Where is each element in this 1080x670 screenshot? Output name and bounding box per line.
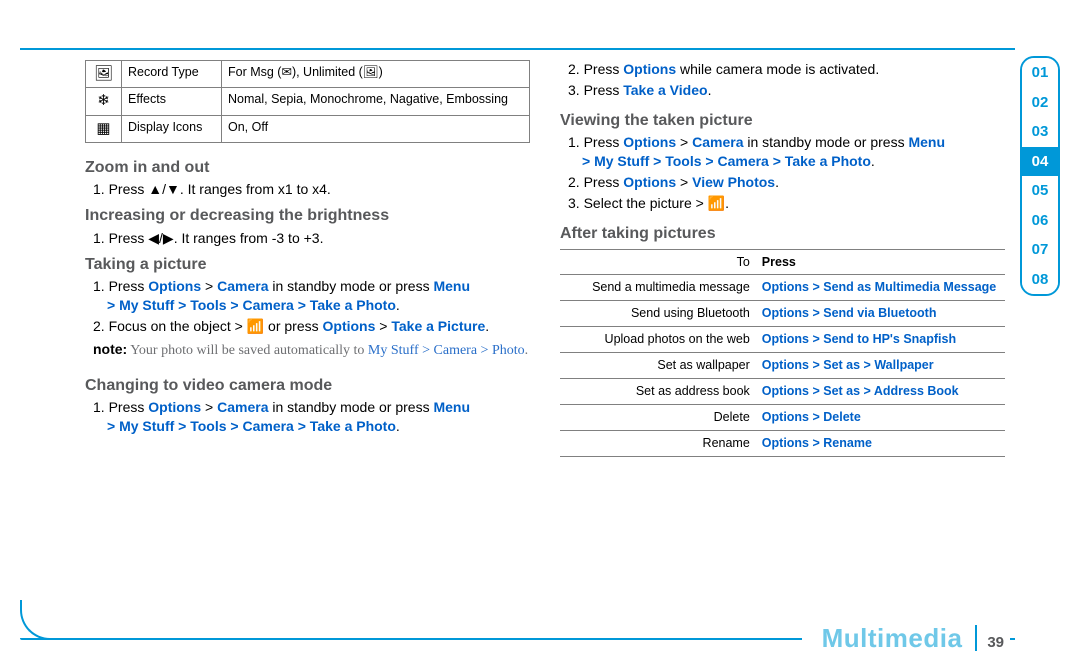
settings-value: On, Off (222, 115, 530, 142)
action-press: Options > Set as > Address Book (756, 378, 1005, 404)
action-to: Set as wallpaper (560, 353, 756, 379)
right-column: 2. Press Options while camera mode is ac… (560, 60, 1005, 457)
settings-label: Display Icons (122, 115, 222, 142)
settings-icon: ▦ (86, 115, 122, 142)
action-table-header: To Press (560, 249, 1005, 275)
action-to: Rename (560, 430, 756, 456)
action-press: Options > Send to HP's Snapfish (756, 327, 1005, 353)
footer-curve (20, 600, 60, 640)
settings-value: For Msg (✉), Unlimited (🖼) (222, 61, 530, 88)
chapter-tab-04[interactable]: 04 (1022, 147, 1058, 177)
ok-icon: 📶 (708, 195, 725, 211)
chapter-tab-05[interactable]: 05 (1022, 176, 1058, 206)
chapter-tab-08[interactable]: 08 (1022, 265, 1058, 295)
settings-icon: ❄ (86, 88, 122, 115)
heading-zoom: Zoom in and out (85, 157, 530, 179)
chapter-tabs: 0102030405060708 (1020, 56, 1060, 296)
top-rule (20, 48, 1015, 50)
action-row: Upload photos on the webOptions > Send t… (560, 327, 1005, 353)
action-press: Options > Delete (756, 404, 1005, 430)
chapter-tab-07[interactable]: 07 (1022, 235, 1058, 265)
content-columns: 🖼Record TypeFor Msg (✉), Unlimited (🖼)❄E… (85, 60, 1005, 457)
action-row: RenameOptions > Rename (560, 430, 1005, 456)
action-press: Options > Set as > Wallpaper (756, 353, 1005, 379)
action-row: Send a multimedia messageOptions > Send … (560, 275, 1005, 301)
take-step-2: 2. Focus on the object > 📶 or press Opti… (85, 317, 530, 336)
left-column: 🖼Record TypeFor Msg (✉), Unlimited (🖼)❄E… (85, 60, 530, 457)
chapter-tab-02[interactable]: 02 (1022, 88, 1058, 118)
settings-row: ▦Display IconsOn, Off (86, 115, 530, 142)
settings-row: ❄EffectsNomal, Sepia, Monochrome, Nagati… (86, 88, 530, 115)
take-step-1: 1. Press Options > Camera in standby mod… (85, 277, 530, 315)
heading-video-mode: Changing to video camera mode (85, 375, 530, 397)
settings-icon: 🖼 (86, 61, 122, 88)
view-step-2: 2. Press Options > View Photos. (560, 173, 1005, 192)
settings-row: 🖼Record TypeFor Msg (✉), Unlimited (🖼) (86, 61, 530, 88)
action-row: Send using BluetoothOptions > Send via B… (560, 301, 1005, 327)
heading-viewing: Viewing the taken picture (560, 110, 1005, 132)
action-table: To Press Send a multimedia messageOption… (560, 249, 1005, 457)
video-step-1: 1. Press Options > Camera in standby mod… (85, 398, 530, 436)
action-row: DeleteOptions > Delete (560, 404, 1005, 430)
action-press: Options > Send via Bluetooth (756, 301, 1005, 327)
ok-icon: 📶 (247, 318, 264, 334)
bright-step-1: 1. Press ◀/▶. It ranges from -3 to +3. (85, 229, 530, 248)
leftright-icon: ◀/▶ (148, 230, 173, 246)
settings-label: Record Type (122, 61, 222, 88)
view-step-3: 3. Select the picture > 📶. (560, 194, 1005, 213)
settings-label: Effects (122, 88, 222, 115)
updown-icon: ▲/▼ (148, 181, 180, 197)
action-to: Send a multimedia message (560, 275, 756, 301)
heading-after: After taking pictures (560, 223, 1005, 245)
zoom-step-1: 1. Press ▲/▼. It ranges from x1 to x4. (85, 180, 530, 199)
action-to: Set as address book (560, 378, 756, 404)
footer-page-number: 39 (987, 634, 1004, 651)
settings-table: 🖼Record TypeFor Msg (✉), Unlimited (🖼)❄E… (85, 60, 530, 143)
chapter-tab-03[interactable]: 03 (1022, 117, 1058, 147)
action-press: Options > Rename (756, 430, 1005, 456)
take-note: note: Your photo will be saved automatic… (85, 340, 530, 361)
view-step-1: 1. Press Options > Camera in standby mod… (560, 133, 1005, 171)
action-press: Options > Send as Multimedia Message (756, 275, 1005, 301)
action-to: Send using Bluetooth (560, 301, 756, 327)
action-row: Set as address bookOptions > Set as > Ad… (560, 378, 1005, 404)
settings-value: Nomal, Sepia, Monochrome, Nagative, Embo… (222, 88, 530, 115)
action-to: Upload photos on the web (560, 327, 756, 353)
action-to: Delete (560, 404, 756, 430)
heading-brightness: Increasing or decreasing the brightness (85, 205, 530, 227)
chapter-tab-06[interactable]: 06 (1022, 206, 1058, 236)
heading-taking-picture: Taking a picture (85, 254, 530, 276)
footer-title: Multimedia (822, 623, 963, 653)
pre-step-3: 3. Press Take a Video. (560, 81, 1005, 100)
chapter-tab-01[interactable]: 01 (1022, 58, 1058, 88)
action-row: Set as wallpaperOptions > Set as > Wallp… (560, 353, 1005, 379)
footer-divider (975, 625, 977, 651)
pre-step-2: 2. Press Options while camera mode is ac… (560, 60, 1005, 79)
footer-label: Multimedia 39 (802, 623, 1010, 654)
